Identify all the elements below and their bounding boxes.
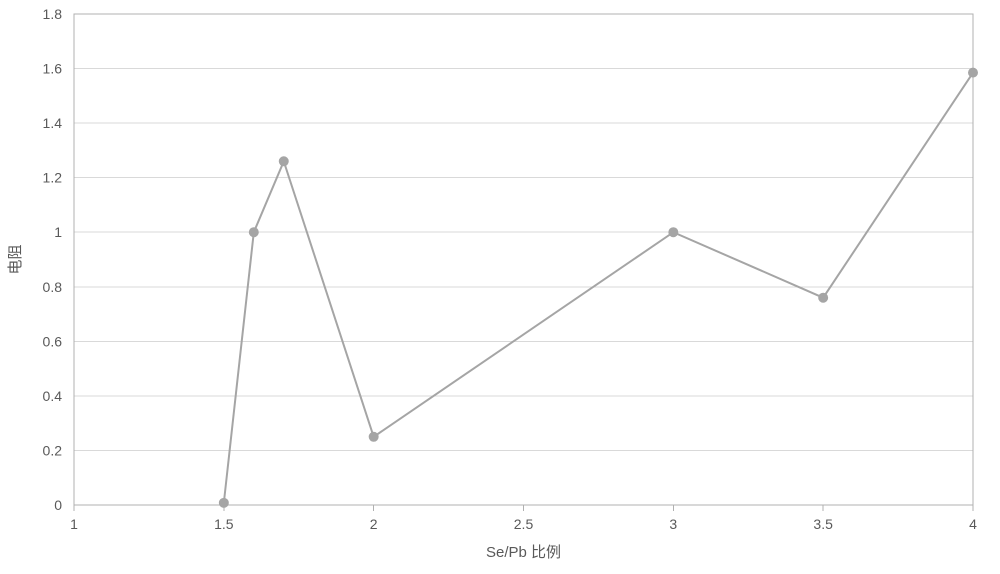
data-point	[669, 228, 677, 236]
x-tick-label: 1.5	[214, 516, 234, 532]
y-tick-label: 1	[54, 224, 62, 240]
y-tick-label: 1.2	[43, 170, 63, 186]
data-point	[220, 499, 228, 507]
data-point	[819, 294, 827, 302]
y-axis-title: 电阻	[7, 244, 24, 274]
x-tick-label: 3.5	[813, 516, 833, 532]
chart-svg: 1 1.5 2 2.5 3 3.5 4 0 0.2 0.4 0.6 0.8 1 1.2 1.4 1.6 1.8 S…	[0, 0, 1000, 574]
x-tick-label: 4	[969, 516, 977, 532]
y-tick-label: 1.8	[43, 6, 63, 22]
y-tick-label: 0.6	[43, 333, 63, 349]
x-tick-label: 1	[70, 516, 78, 532]
y-tick-label: 0	[54, 497, 62, 513]
data-point	[250, 228, 258, 236]
x-tick-label: 2	[370, 516, 378, 532]
x-tick-label: 2.5	[514, 516, 534, 532]
y-tick-label: 0.2	[43, 442, 63, 458]
data-point	[370, 433, 378, 441]
data-point	[969, 69, 977, 77]
data-point	[280, 157, 288, 165]
x-tick-label: 3	[669, 516, 677, 532]
y-tick-label: 0.8	[43, 279, 63, 295]
y-tick-label: 0.4	[43, 388, 63, 404]
y-tick-label: 1.6	[43, 61, 63, 77]
y-tick-label: 1.4	[43, 115, 63, 131]
x-axis-title: Se/Pb 比例	[486, 544, 561, 561]
line-chart: 1 1.5 2 2.5 3 3.5 4 0 0.2 0.4 0.6 0.8 1 1.2 1.4 1.6 1.8 S…	[0, 0, 1000, 574]
